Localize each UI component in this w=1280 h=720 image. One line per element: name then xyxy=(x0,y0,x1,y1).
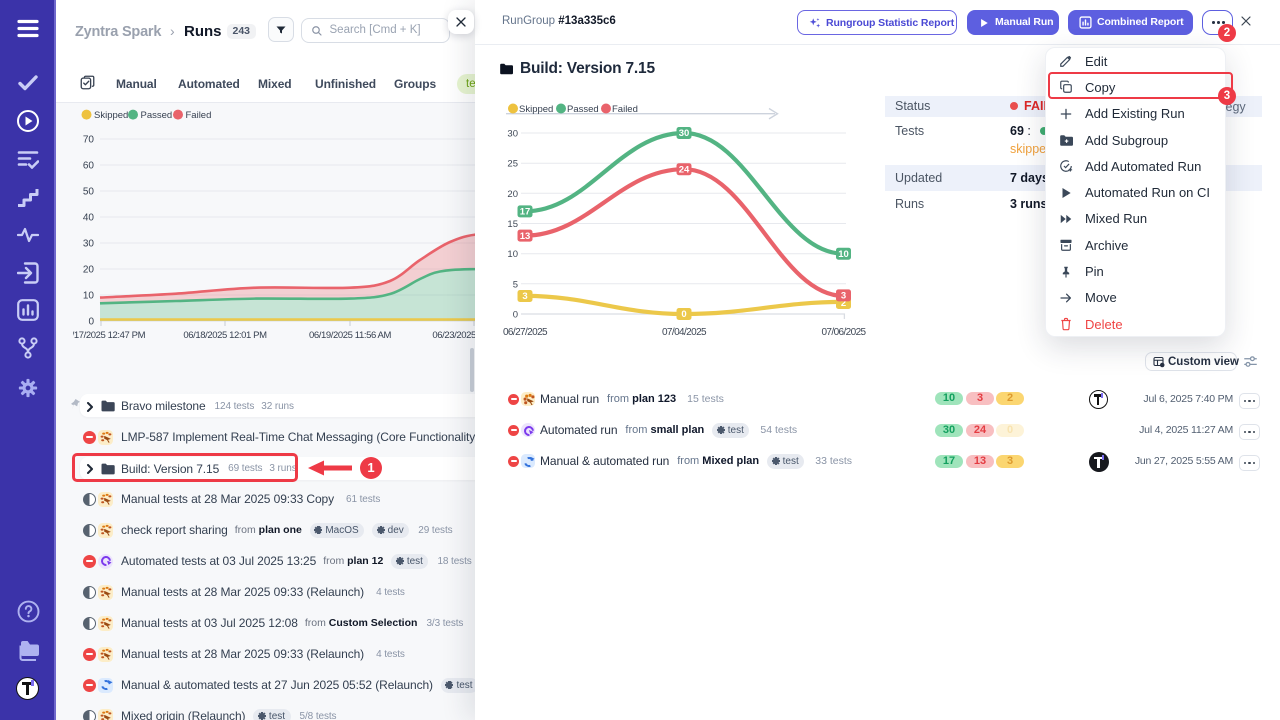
svg-text:30: 30 xyxy=(83,239,95,250)
svg-text:24: 24 xyxy=(679,164,690,175)
svg-text:13: 13 xyxy=(520,231,531,242)
svg-text:5: 5 xyxy=(513,279,518,290)
svg-text:06/27/2025: 06/27/2025 xyxy=(503,327,548,338)
svg-text:0: 0 xyxy=(681,309,686,320)
svg-text:Skipped: Skipped xyxy=(519,104,553,115)
svg-text:2: 2 xyxy=(841,298,846,309)
svg-text:06/17/2025 12:47 PM: 06/17/2025 12:47 PM xyxy=(73,330,146,341)
svg-text:Failed: Failed xyxy=(612,104,638,115)
svg-text:30: 30 xyxy=(507,129,518,140)
svg-text:3: 3 xyxy=(841,291,846,302)
svg-text:25: 25 xyxy=(507,159,518,170)
svg-text:07/04/2025: 07/04/2025 xyxy=(662,327,707,338)
svg-text:70: 70 xyxy=(83,135,95,146)
svg-text:20: 20 xyxy=(83,265,95,276)
svg-text:Passed: Passed xyxy=(567,104,599,115)
svg-text:50: 50 xyxy=(83,187,95,198)
svg-text:07/06/2025: 07/06/2025 xyxy=(821,327,866,338)
svg-text:15: 15 xyxy=(507,219,518,230)
svg-text:30: 30 xyxy=(679,128,690,139)
svg-text:10: 10 xyxy=(83,291,95,302)
svg-text:3: 3 xyxy=(522,291,527,302)
svg-text:10: 10 xyxy=(838,249,849,260)
svg-text:Skipped: Skipped xyxy=(94,110,128,121)
svg-text:Failed: Failed xyxy=(186,110,212,121)
svg-text:20: 20 xyxy=(507,189,518,200)
svg-text:Passed: Passed xyxy=(141,110,173,121)
svg-text:17: 17 xyxy=(520,207,531,218)
svg-text:40: 40 xyxy=(83,213,95,224)
svg-text:06/23/2025 12:10 PM: 06/23/2025 12:10 PM xyxy=(432,330,516,341)
svg-text:0: 0 xyxy=(513,310,518,321)
svg-text:0: 0 xyxy=(88,317,94,328)
svg-text:06/19/2025 11:56 AM: 06/19/2025 11:56 AM xyxy=(309,330,392,341)
svg-text:60: 60 xyxy=(83,161,95,172)
svg-text:06/18/2025 12:01 PM: 06/18/2025 12:01 PM xyxy=(183,330,267,341)
svg-text:10: 10 xyxy=(507,249,518,260)
